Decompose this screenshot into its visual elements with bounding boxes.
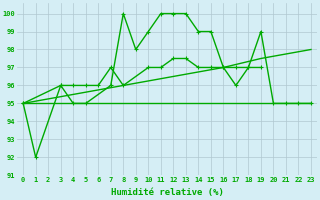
X-axis label: Humidité relative (%): Humidité relative (%): [111, 188, 223, 197]
